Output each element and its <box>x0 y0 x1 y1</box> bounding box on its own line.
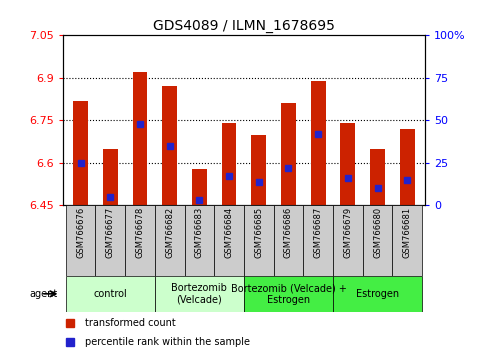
Text: GSM766685: GSM766685 <box>254 207 263 258</box>
Bar <box>341 123 355 205</box>
Text: Bortezomib
(Velcade): Bortezomib (Velcade) <box>171 283 227 305</box>
Text: GSM766682: GSM766682 <box>165 207 174 258</box>
FancyBboxPatch shape <box>66 205 96 276</box>
Bar <box>222 123 237 205</box>
FancyBboxPatch shape <box>333 276 422 312</box>
Bar <box>162 86 177 205</box>
Text: GSM766679: GSM766679 <box>343 207 352 258</box>
Text: transformed count: transformed count <box>85 318 175 329</box>
Text: GSM766680: GSM766680 <box>373 207 382 258</box>
Text: control: control <box>93 289 127 299</box>
Bar <box>192 169 207 205</box>
Bar <box>103 149 118 205</box>
Text: percentile rank within the sample: percentile rank within the sample <box>85 337 250 347</box>
Text: GSM766684: GSM766684 <box>225 207 234 258</box>
FancyBboxPatch shape <box>244 276 333 312</box>
Title: GDS4089 / ILMN_1678695: GDS4089 / ILMN_1678695 <box>153 19 335 33</box>
FancyBboxPatch shape <box>363 205 392 276</box>
FancyBboxPatch shape <box>125 205 155 276</box>
Text: GSM766678: GSM766678 <box>136 207 144 258</box>
Text: GSM766687: GSM766687 <box>313 207 323 258</box>
FancyBboxPatch shape <box>392 205 422 276</box>
FancyBboxPatch shape <box>185 205 214 276</box>
Text: GSM766683: GSM766683 <box>195 207 204 258</box>
Text: agent: agent <box>30 289 58 299</box>
FancyBboxPatch shape <box>155 276 244 312</box>
Bar <box>281 103 296 205</box>
Text: GSM766681: GSM766681 <box>403 207 412 258</box>
Text: GSM766676: GSM766676 <box>76 207 85 258</box>
Text: GSM766677: GSM766677 <box>106 207 115 258</box>
Text: Estrogen: Estrogen <box>356 289 399 299</box>
Bar <box>370 149 385 205</box>
Bar <box>311 81 326 205</box>
FancyBboxPatch shape <box>273 205 303 276</box>
Bar <box>73 101 88 205</box>
Bar <box>400 129 414 205</box>
FancyBboxPatch shape <box>303 205 333 276</box>
FancyBboxPatch shape <box>244 205 273 276</box>
FancyBboxPatch shape <box>333 205 363 276</box>
FancyBboxPatch shape <box>214 205 244 276</box>
Text: Bortezomib (Velcade) +
Estrogen: Bortezomib (Velcade) + Estrogen <box>230 283 346 305</box>
FancyBboxPatch shape <box>155 205 185 276</box>
FancyBboxPatch shape <box>66 276 155 312</box>
FancyBboxPatch shape <box>96 205 125 276</box>
Text: GSM766686: GSM766686 <box>284 207 293 258</box>
Bar <box>132 72 147 205</box>
Bar <box>251 135 266 205</box>
